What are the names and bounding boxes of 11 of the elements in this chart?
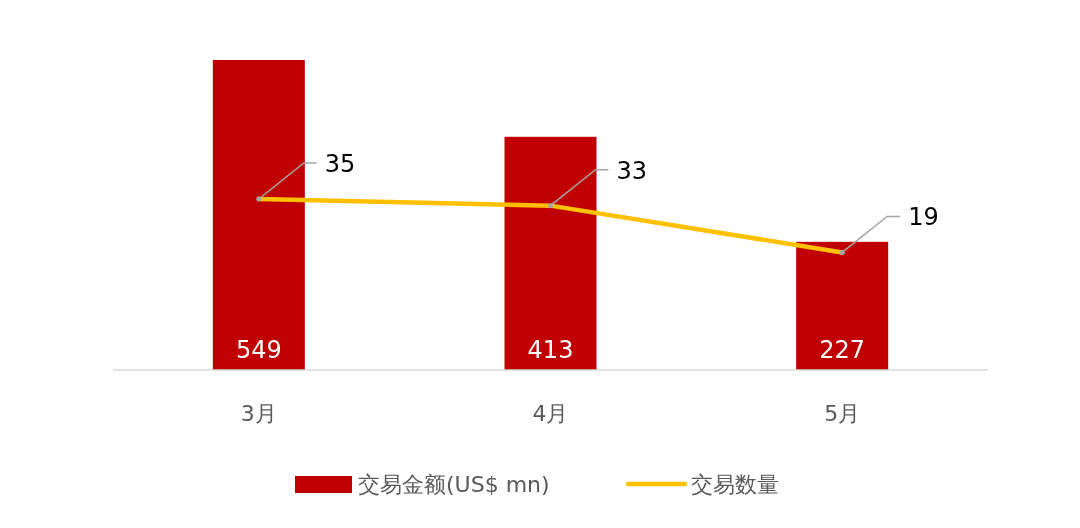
data-label: 33 xyxy=(616,156,648,185)
data-label: 549 xyxy=(235,336,282,364)
x-tick-label: 4月 xyxy=(532,401,569,426)
x-tick-label: 3月 xyxy=(240,401,277,426)
legend-label: 交易数量 xyxy=(691,472,779,497)
data-label: 35 xyxy=(324,149,356,178)
data-label: 227 xyxy=(819,336,866,364)
legend-label: 交易金额(US$ mn) xyxy=(358,472,550,497)
x-tick-label: 5月 xyxy=(824,401,861,426)
data-label: 19 xyxy=(908,203,939,232)
data-label: 413 xyxy=(527,336,574,364)
